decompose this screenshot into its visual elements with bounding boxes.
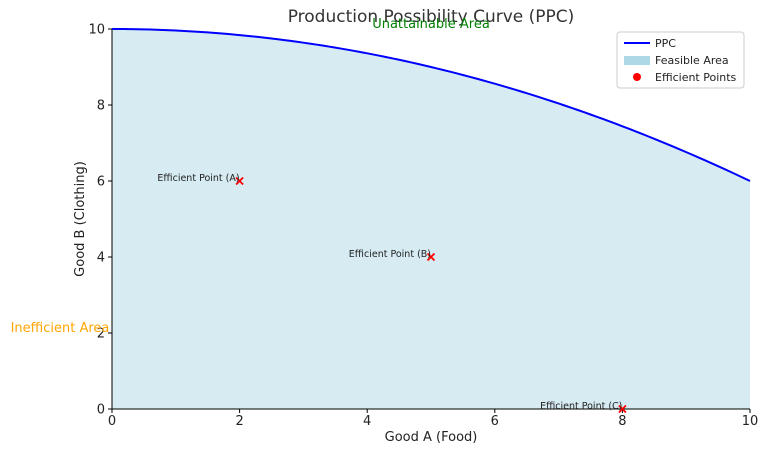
y-axis-label: Good B (Clothing) [73,161,88,277]
efficient-point-label: Efficient Point (C) [540,401,622,412]
x-axis-label: Good A (Food) [385,430,478,445]
legend-efficient-swatch [633,73,641,81]
legend-ppc-label: PPC [655,37,676,50]
y-tick-label: 10 [88,23,105,38]
legend: PPC Feasible Area Efficient Points [616,31,745,89]
x-tick-label: 8 [618,414,626,429]
x-tick-label: 4 [363,414,371,429]
x-tick-label: 6 [491,414,499,429]
y-tick-label: 0 [97,403,105,418]
efficient-point-label: Efficient Point (B) [349,249,431,260]
y-tick-label: 8 [97,99,105,114]
legend-efficient-label: Efficient Points [655,71,737,84]
legend-frame [616,31,745,89]
efficient-points-layer: Efficient Point (A) Efficient Point (B) Ef… [157,173,627,414]
x-tick-label: 2 [235,414,243,429]
unattainable-area-annotation: Unattainable Area [372,17,490,32]
chart-title: Production Possibility Curve (PPC) [288,7,575,27]
y-tick-label: 2 [97,327,105,342]
ppc-line [111,28,751,182]
feasible-area [112,29,750,409]
x-tick-label: 10 [742,414,759,429]
y-tick-label: 6 [97,175,105,190]
x-tick-label: 0 [108,414,116,429]
inefficient-area-annotation: Inefficient Area [11,321,110,336]
efficient-point-marker [235,176,244,186]
feasible-area-layer [112,29,750,409]
efficient-point-marker [426,252,436,262]
efficient-point-label: Efficient Point (A) [157,173,239,184]
ppc-line-layer [111,28,751,182]
y-tick-label: 4 [97,251,105,266]
axes: 0 2 4 6 8 10 0 2 4 6 8 10 [88,23,758,430]
legend-feasible-label: Feasible Area [655,54,729,67]
legend-feasible-swatch [624,56,650,65]
efficient-point-marker [618,404,627,414]
